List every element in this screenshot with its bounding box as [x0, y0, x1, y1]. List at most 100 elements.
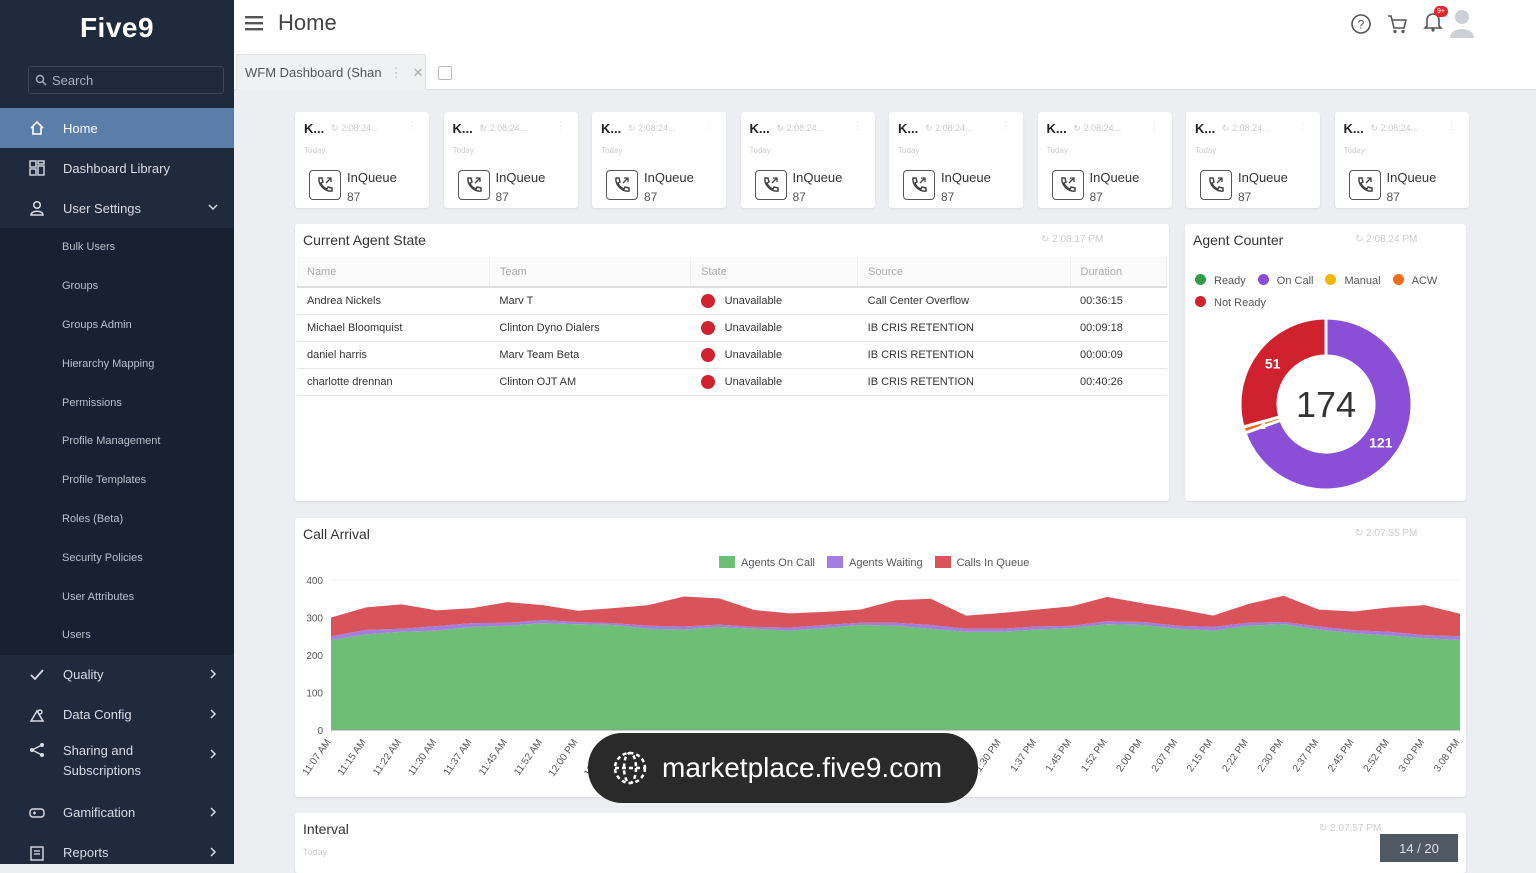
kpi-label: InQueue	[1238, 170, 1288, 185]
column-header[interactable]: Duration	[1070, 257, 1168, 288]
refresh-icon[interactable]: ↻	[628, 123, 636, 133]
sidebar-item-quality[interactable]: Quality	[0, 655, 234, 695]
x-tick-label: 2:30 PM	[1256, 737, 1286, 774]
sidebar-item-home[interactable]: Home	[0, 108, 234, 148]
tab-wfm-dashboard[interactable]: WFM Dashboard (Shan ⋮ ✕	[236, 54, 426, 90]
kpi-menu-icon[interactable]: ⋮	[407, 121, 417, 132]
sidebar-subitem-users[interactable]: Users	[62, 629, 91, 642]
legend-item[interactable]: Calls In Queue	[934, 556, 1029, 569]
legend-item[interactable]: Agents On Call	[719, 556, 815, 569]
status-dot	[700, 293, 715, 308]
refresh-icon[interactable]: ↻	[1355, 528, 1364, 539]
kpi-menu-icon[interactable]: ⋮	[1149, 121, 1160, 132]
kpi-menu-icon[interactable]: ⋮	[1298, 121, 1308, 132]
sidebar: Five9 Search Home Dashboard Library User…	[0, 0, 234, 864]
sidebar-subitem-permissions[interactable]: Permissions	[62, 396, 122, 409]
five9-logo: Five9	[79, 12, 155, 43]
sidebar-subitem-groups[interactable]: Groups	[62, 280, 99, 293]
call-arrival-widget: Call Arrival ↻ 2:07:55 PM Agents On Call…	[295, 518, 1466, 797]
kpi-card: K... ↻ 2:08:24... ⋮ Today InQueue 87	[889, 112, 1023, 208]
refresh-icon[interactable]: ↻	[1319, 823, 1328, 834]
sidebar-item-dashboard-library[interactable]: Dashboard Library	[0, 148, 234, 188]
table-row[interactable]: charlotte drennan Clinton OJT AM Unavailab…	[297, 368, 1167, 396]
donut-slice[interactable]	[1243, 316, 1414, 492]
legend-label: Ready	[1214, 275, 1246, 287]
legend-item[interactable]: Not Ready	[1195, 292, 1266, 314]
area-series-2[interactable]	[331, 595, 1460, 637]
sidebar-item-gamification[interactable]: Gamification	[0, 793, 234, 833]
legend-item[interactable]: Manual	[1325, 270, 1381, 292]
kpi-value: 87	[495, 190, 509, 204]
refresh-icon[interactable]: ↻	[925, 123, 933, 133]
add-tab-button[interactable]	[438, 66, 452, 80]
legend-item[interactable]: ACW	[1392, 270, 1437, 292]
data-config-icon	[28, 706, 46, 724]
report-icon	[28, 844, 46, 862]
refresh-icon[interactable]: ↻	[479, 123, 488, 133]
close-icon[interactable]: ✕	[412, 64, 424, 80]
hamburger-menu-icon[interactable]	[244, 13, 264, 33]
cart-icon[interactable]	[1386, 13, 1408, 35]
kpi-subtitle: Today	[1195, 146, 1217, 155]
legend-item[interactable]: Ready	[1195, 270, 1246, 292]
area-series-0[interactable]	[331, 623, 1460, 730]
table-row[interactable]: Michael Bloomquist Clinton Dyno Dialers Un…	[297, 314, 1167, 342]
legend-item[interactable]: Agents Waiting	[826, 556, 923, 569]
chevron-right-icon	[208, 747, 218, 762]
kpi-menu-icon[interactable]: ⋮	[704, 121, 714, 132]
refresh-icon[interactable]: ↻	[776, 123, 785, 133]
refresh-icon[interactable]: ↻	[1370, 123, 1379, 133]
table-cell: Unavailable	[690, 341, 858, 369]
kpi-menu-icon[interactable]: ⋮	[555, 121, 566, 132]
donut-slice[interactable]	[1238, 316, 1328, 429]
column-header[interactable]: Source	[857, 257, 1071, 288]
search-input[interactable]: Search	[28, 66, 224, 94]
tab-menu-icon[interactable]: ⋮	[389, 64, 403, 80]
column-header[interactable]: State	[690, 257, 859, 288]
table-row[interactable]: daniel harris Marv Team Beta Unavailable IB…	[297, 341, 1167, 369]
avatar[interactable]	[1448, 8, 1476, 38]
phone-queue-icon	[1200, 170, 1232, 200]
sidebar-item-reports[interactable]: Reports	[0, 833, 234, 864]
kpi-menu-icon[interactable]: ⋮	[1001, 121, 1011, 132]
sidebar-subitem-roles[interactable]: Roles (Beta)	[62, 512, 124, 525]
table-row[interactable]: Andrea Nickels Marv T Unavailable Call Cent…	[297, 287, 1167, 315]
sidebar-item-sharing-subscriptions[interactable]: Sharing and Subscriptions	[0, 735, 234, 778]
sidebar-subitem-user-attributes[interactable]: User Attributes	[62, 590, 135, 603]
legend-item[interactable]: On Call	[1257, 270, 1313, 292]
refresh-icon[interactable]: ↻	[331, 123, 339, 133]
refresh-time: 2:08:24 PM	[1366, 234, 1418, 245]
refresh-icon[interactable]: ↻	[1355, 234, 1364, 245]
interval-widget: Interval Today ↻ 2:07:57 PM	[295, 813, 1466, 873]
column-header[interactable]: Team	[489, 257, 692, 288]
refresh-icon[interactable]: ↻	[1041, 234, 1050, 245]
legend-label: Agents Waiting	[848, 557, 923, 569]
sidebar-item-data-config[interactable]: Data Config	[0, 695, 234, 735]
table-cell: Michael Bloomquist	[297, 314, 490, 342]
refresh-icon[interactable]: ↻	[1222, 123, 1230, 133]
sidebar-item-label: Quality	[63, 667, 104, 683]
sidebar-item-label: User Settings	[63, 200, 142, 216]
sidebar-subitem-bulk-users[interactable]: Bulk Users	[62, 241, 116, 254]
column-header[interactable]: Name	[297, 257, 490, 288]
kpi-refresh: ↻ 2:08:24...	[925, 123, 973, 134]
notifications-button[interactable]: 9+	[1422, 6, 1448, 37]
refresh-icon[interactable]: ↻	[1073, 123, 1082, 133]
phone-queue-icon	[754, 170, 787, 200]
area-series-1[interactable]	[331, 620, 1460, 640]
help-icon[interactable]: ?	[1350, 13, 1372, 35]
kpi-menu-icon[interactable]: ⋮	[852, 121, 863, 132]
table-cell: Andrea Nickels	[297, 287, 490, 315]
table-cell: Call Center Overflow	[857, 287, 1071, 315]
kpi-refresh: ↻ 2:08:24...	[1074, 123, 1122, 134]
kpi-menu-icon[interactable]: ⋮	[1446, 121, 1457, 132]
sidebar-subitem-profile-templates[interactable]: Profile Templates	[62, 474, 147, 487]
legend-swatch	[1195, 274, 1206, 285]
sidebar-subitem-security-policies[interactable]: Security Policies	[62, 551, 143, 564]
search-placeholder: Search	[52, 72, 94, 88]
sidebar-subitem-hierarchy-mapping[interactable]: Hierarchy Mapping	[62, 357, 155, 370]
sidebar-subitem-groups-admin[interactable]: Groups Admin	[62, 318, 132, 331]
x-tick-label: 2:00 PM	[1115, 737, 1145, 774]
sidebar-item-user-settings[interactable]: User Settings	[0, 188, 234, 228]
sidebar-subitem-profile-management[interactable]: Profile Management	[62, 435, 161, 448]
